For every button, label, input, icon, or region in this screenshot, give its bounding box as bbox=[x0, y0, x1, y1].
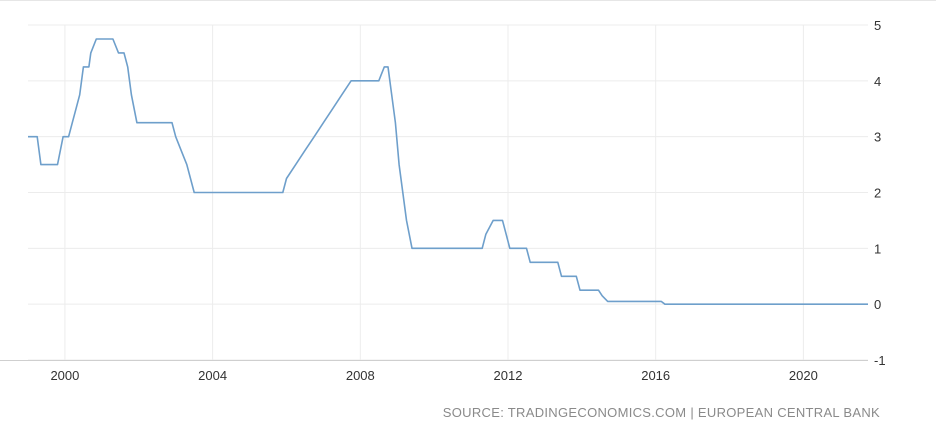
y-tick-label: 1 bbox=[874, 241, 881, 256]
x-axis-ticks: 2000 2004 2008 2012 2016 2020 bbox=[50, 368, 817, 383]
series-line bbox=[28, 38, 868, 305]
x-tick-label: 2004 bbox=[198, 368, 227, 383]
y-tick-label: 4 bbox=[874, 74, 881, 89]
x-tick-label: 2000 bbox=[50, 368, 79, 383]
x-tick-label: 2012 bbox=[494, 368, 523, 383]
x-tick-label: 2020 bbox=[789, 368, 818, 383]
y-tick-label: 3 bbox=[874, 130, 881, 145]
y-tick-label: 0 bbox=[874, 297, 881, 312]
x-tick-label: 2008 bbox=[346, 368, 375, 383]
x-tick-label: 2016 bbox=[641, 368, 670, 383]
series-layer bbox=[28, 38, 868, 305]
y-tick-label: 5 bbox=[874, 18, 881, 33]
gridlines bbox=[0, 24, 868, 361]
y-axis-ticks: 5 4 3 2 1 0 -1 bbox=[874, 18, 886, 368]
y-tick-label: -1 bbox=[874, 353, 886, 368]
y-tick-label: 2 bbox=[874, 186, 881, 201]
source-note: SOURCE: TRADINGECONOMICS.COM | EUROPEAN … bbox=[442, 405, 880, 420]
